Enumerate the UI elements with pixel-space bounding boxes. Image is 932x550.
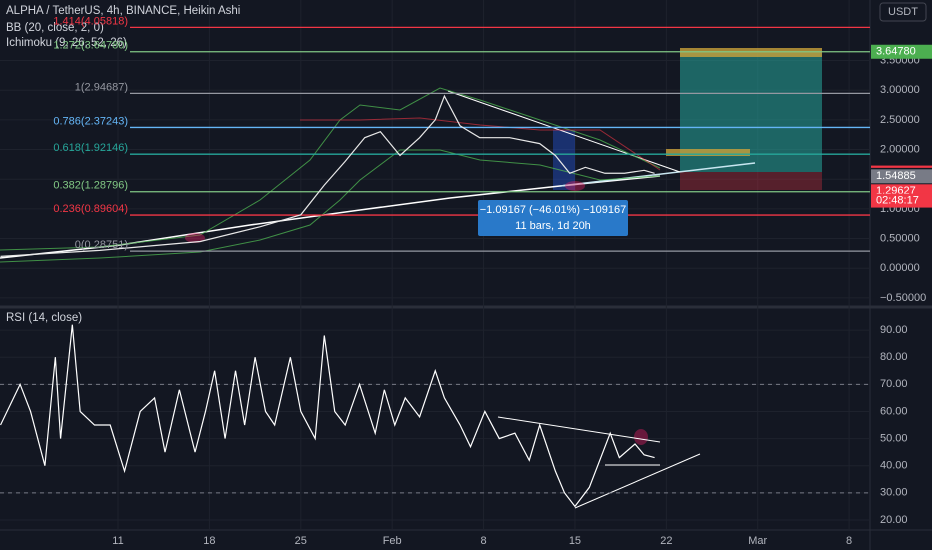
fib-label: 0.618(1.92146) xyxy=(53,142,128,154)
y-tick-label: 80.00 xyxy=(880,351,908,363)
y-tick-label: 70.00 xyxy=(880,378,908,390)
loss-zone xyxy=(680,172,822,190)
x-tick-label: 15 xyxy=(569,535,581,547)
y-tick-label: 2.00000 xyxy=(880,143,920,155)
y-tick-label: 60.00 xyxy=(880,405,908,417)
x-tick-label: Feb xyxy=(383,535,402,547)
bollinger-upper xyxy=(0,87,661,251)
fib-label: 0.382(1.28796) xyxy=(53,180,128,192)
entry-bar xyxy=(666,149,750,156)
x-tick-label: 8 xyxy=(846,535,852,547)
x-tick-label: 22 xyxy=(660,535,672,547)
price-tag-label: 1.54885 xyxy=(876,170,916,182)
y-tick-label: 90.00 xyxy=(880,324,908,336)
price-tag xyxy=(871,44,932,59)
marks xyxy=(0,26,870,508)
bollinger-lower xyxy=(0,149,661,263)
measure-duration: 11 bars, 1d 20h xyxy=(515,220,591,232)
target-bar xyxy=(680,48,822,57)
price-tag-label: 3.64780 xyxy=(876,46,916,58)
measure-box xyxy=(478,200,628,236)
measure-range xyxy=(553,130,575,190)
countdown: 02:48:17 xyxy=(876,194,919,206)
price-tag xyxy=(871,169,932,184)
fib-label: 1.414(4.05818) xyxy=(53,15,128,27)
x-tick-label: 8 xyxy=(481,535,487,547)
resistance-trendline xyxy=(447,90,681,173)
support-extension xyxy=(559,162,756,187)
y-tick-label: 0.00000 xyxy=(880,262,920,274)
marker xyxy=(185,233,205,243)
measure-change: −1.09167 (−46.01%) −109167 xyxy=(480,204,627,216)
rsi-line xyxy=(0,324,655,508)
fib-label: 0.236(0.89604) xyxy=(53,203,128,215)
y-tick-label: 2.50000 xyxy=(880,114,920,126)
y-tick-label: 3.00000 xyxy=(880,84,920,96)
x-tick-label: 18 xyxy=(203,535,215,547)
y-tick-label: 40.00 xyxy=(880,460,908,472)
fib-label: 1.272(3.64780) xyxy=(53,40,128,52)
ichimoku-cloud xyxy=(300,117,661,171)
ichimoku-legend: Ichimoku (9, 26, 52, 26) xyxy=(6,37,127,49)
y-tick-label: 30.00 xyxy=(880,487,908,499)
y-tick-label: 20.00 xyxy=(880,514,908,526)
currency[interactable]: USDT xyxy=(888,6,918,18)
rsi-legend: RSI (14, close) xyxy=(6,312,82,324)
rsi-resistance xyxy=(497,416,661,443)
rsi-support xyxy=(574,453,701,509)
currency-button[interactable] xyxy=(879,2,927,22)
countdown-tag xyxy=(871,193,932,208)
bb-legend: BB (20, close, 2, 0) xyxy=(6,22,104,34)
x-tick-label: 25 xyxy=(295,535,307,547)
price-line xyxy=(0,94,655,257)
y-tick-label: 0.50000 xyxy=(880,232,920,244)
y-tick-label: −0.50000 xyxy=(880,292,926,304)
fib-label: 0.786(2.37243) xyxy=(53,115,128,127)
y-tick-label: 50.00 xyxy=(880,432,908,444)
fib-label: 0(0.28751) xyxy=(75,239,128,251)
marker xyxy=(634,429,648,445)
marker xyxy=(565,181,585,191)
fib-label: 1(2.94687) xyxy=(75,81,128,93)
x-tick-label: Mar xyxy=(748,535,767,547)
symbol-title: ALPHA / TetherUS, 4h, BINANCE, Heikin As… xyxy=(6,5,240,17)
x-tick-label: 11 xyxy=(112,535,123,547)
